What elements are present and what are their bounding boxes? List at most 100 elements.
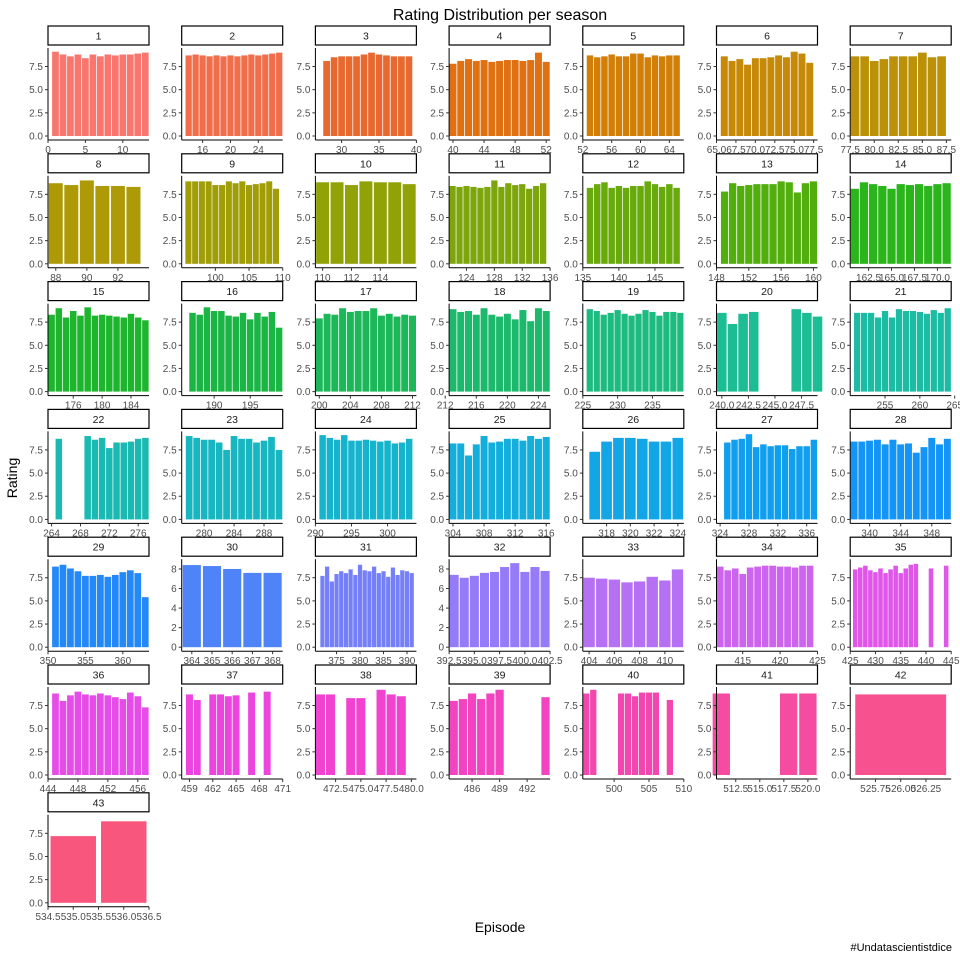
x-tick-label: 392.5 bbox=[437, 656, 462, 667]
bar bbox=[791, 567, 799, 648]
bar bbox=[126, 692, 134, 775]
x-tick-label: 536.5 bbox=[136, 912, 161, 923]
y-tick-label: 0 bbox=[171, 643, 177, 654]
bar bbox=[748, 311, 759, 392]
bar bbox=[883, 573, 888, 648]
y-tick-label: 2.5 bbox=[29, 492, 43, 503]
bar bbox=[519, 60, 527, 136]
y-tick-label: 7.5 bbox=[29, 62, 43, 73]
bar bbox=[863, 565, 868, 648]
y-tick-label: 7.5 bbox=[564, 62, 578, 73]
bar bbox=[868, 570, 873, 648]
x-tick-label: 448 bbox=[70, 784, 87, 795]
x-tick-label: 208 bbox=[373, 401, 390, 412]
bar bbox=[480, 60, 488, 136]
bar bbox=[796, 446, 803, 520]
bar bbox=[888, 569, 893, 648]
bar bbox=[82, 58, 89, 137]
bar bbox=[586, 55, 594, 137]
bar bbox=[729, 183, 737, 264]
bar bbox=[889, 56, 898, 137]
x-tick-label: 280 bbox=[196, 528, 213, 539]
bar bbox=[224, 696, 232, 775]
facet-panel-21: 21 0.0 2.5 5.0 7.5 255 260 265 bbox=[831, 281, 960, 412]
bar bbox=[74, 54, 82, 137]
facet-strip-label: 39 bbox=[494, 670, 506, 682]
bar bbox=[95, 185, 110, 264]
bar bbox=[67, 568, 74, 648]
bar bbox=[614, 310, 621, 392]
facet-strip bbox=[849, 664, 952, 685]
bar bbox=[673, 55, 680, 137]
bar bbox=[77, 315, 84, 392]
bar bbox=[666, 55, 673, 137]
y-axis-title: Rating bbox=[4, 458, 20, 498]
facet-strip bbox=[314, 25, 417, 46]
x-tick-label: 322 bbox=[646, 528, 663, 539]
bar bbox=[64, 185, 79, 264]
bar bbox=[881, 444, 889, 520]
bar bbox=[449, 700, 458, 775]
y-tick-label: 5.0 bbox=[296, 85, 310, 96]
y-tick-label: 7.5 bbox=[29, 701, 43, 712]
bar bbox=[141, 597, 149, 648]
x-tick-label: 80.0 bbox=[865, 145, 885, 156]
bar bbox=[745, 434, 753, 520]
bar bbox=[472, 444, 480, 520]
y-tick-label: 7.5 bbox=[831, 445, 845, 456]
bar bbox=[928, 568, 934, 648]
bar bbox=[465, 59, 473, 137]
facet-panel-30: 30 0 2 4 6 8 364 365 366 367 368 bbox=[171, 536, 284, 667]
y-tick-label: 0.0 bbox=[163, 515, 177, 526]
y-tick-label: 2.5 bbox=[831, 364, 845, 375]
facet-strip-label: 36 bbox=[93, 670, 105, 682]
y-tick-label: 0.0 bbox=[29, 387, 43, 398]
y-tick-label: 2.5 bbox=[296, 492, 310, 503]
x-tick-label: 348 bbox=[923, 528, 940, 539]
facet-strip bbox=[448, 281, 551, 302]
bar bbox=[376, 573, 381, 648]
x-tick-label: 124 bbox=[458, 273, 475, 284]
facet-strip-label: 19 bbox=[627, 286, 639, 298]
bar bbox=[463, 185, 470, 264]
x-tick-label: 260 bbox=[912, 401, 929, 412]
facet-strip bbox=[582, 664, 685, 685]
bar bbox=[89, 575, 97, 648]
bar bbox=[91, 439, 99, 520]
bar bbox=[663, 311, 670, 392]
x-tick-label: 435 bbox=[892, 656, 909, 667]
x-tick-label: 385 bbox=[375, 656, 392, 667]
y-tick-label: 0.0 bbox=[698, 643, 712, 654]
bar bbox=[79, 180, 94, 264]
y-tick-label: 0.0 bbox=[430, 132, 444, 143]
bar bbox=[869, 184, 878, 264]
bar bbox=[648, 441, 660, 520]
y-tick-label: 2.5 bbox=[831, 492, 845, 503]
bar bbox=[276, 52, 283, 137]
bar bbox=[55, 308, 63, 392]
facet-strip-label: 38 bbox=[360, 670, 372, 682]
x-tick-label: 65.0 bbox=[707, 145, 727, 156]
facet-strip-label: 24 bbox=[360, 414, 372, 426]
bar bbox=[496, 441, 504, 520]
facet-panel-22: 22 0.0 2.5 5.0 7.5 264 268 272 276 bbox=[29, 408, 150, 539]
bar bbox=[459, 577, 469, 648]
bar bbox=[633, 581, 646, 648]
bar bbox=[540, 183, 547, 264]
y-tick-label: 2.5 bbox=[29, 747, 43, 758]
bar bbox=[802, 312, 812, 392]
bar bbox=[89, 695, 97, 775]
x-tick-label: 471 bbox=[274, 784, 291, 795]
y-tick-label: 0.0 bbox=[430, 771, 444, 782]
bar bbox=[601, 182, 608, 264]
bar bbox=[203, 307, 211, 392]
bar bbox=[480, 308, 488, 392]
y-tick-label: 5.0 bbox=[564, 213, 578, 224]
bar bbox=[323, 313, 331, 392]
bar bbox=[255, 55, 262, 137]
facet-strip-label: 9 bbox=[229, 158, 235, 170]
facet-panel-9: 9 0.0 2.5 5.0 7.5 100 105 110 bbox=[163, 153, 291, 284]
x-tick-label: 402.5 bbox=[538, 656, 563, 667]
bar bbox=[746, 567, 754, 648]
bar bbox=[127, 441, 135, 520]
